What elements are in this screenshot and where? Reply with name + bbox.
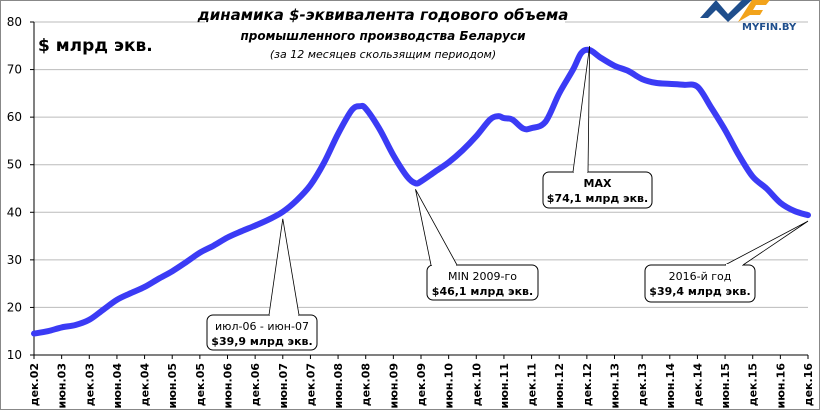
callout-line1: июл-06 - июн-07	[215, 320, 309, 333]
x-tick-label: дек.04	[139, 363, 152, 407]
callout: MAX $74,1 млрд экв.	[542, 46, 653, 209]
x-tick-label: дек.06	[249, 363, 262, 407]
x-tick-label: дек.13	[636, 363, 649, 406]
logo-text: MYFIN.BY	[742, 22, 797, 33]
y-tick-label: 20	[7, 300, 22, 314]
callout-line2: $46,1 млрд экв.	[432, 285, 533, 298]
y-tick-label: 70	[7, 63, 22, 77]
callout: MIN 2009-го $46,1 млрд экв.	[415, 189, 539, 301]
callout: июл-06 - июн-07 $39,9 млрд экв.	[206, 218, 318, 351]
x-tick-label: дек.09	[415, 363, 428, 406]
y-tick-label: 50	[7, 158, 22, 172]
x-tick-label: июн.09	[387, 363, 400, 409]
x-tick-label: дек.14	[691, 363, 704, 407]
y-tick-label: 80	[7, 15, 22, 29]
y-tick-label: 30	[7, 253, 22, 267]
title-bg	[205, 4, 565, 68]
x-tick-label: дек.08	[360, 363, 373, 406]
callout-pointer	[415, 189, 458, 266]
y-tick-label: 40	[7, 205, 22, 219]
chart-subtitle: промышленного производства Беларуси	[240, 29, 526, 43]
callout-pointer	[724, 220, 809, 266]
callout-line2: $39,4 млрд экв.	[649, 285, 750, 298]
x-tick-label: июн.11	[498, 363, 511, 409]
y-tick-label: 10	[7, 348, 22, 362]
x-tick-label: июн.13	[609, 363, 622, 409]
callout-line1: MAX	[584, 177, 612, 190]
callout-pointer	[268, 218, 300, 316]
x-tick-label: июн.10	[443, 363, 456, 409]
callout-box	[206, 314, 318, 351]
y-tick-label: 60	[7, 110, 22, 124]
chart-subtitle2: (за 12 месяцев скользящим периодом)	[270, 48, 496, 61]
x-tick-label: июн.14	[664, 363, 677, 409]
x-tick-label: дек.16	[802, 363, 815, 407]
x-tick-label: июн.07	[277, 363, 290, 409]
x-tick-label: июн.12	[553, 363, 566, 409]
x-tick-label: июн.05	[166, 363, 179, 409]
x-tick-label: июн.16	[774, 363, 787, 409]
x-tick-label: дек.05	[194, 363, 207, 406]
callout-box	[426, 264, 539, 301]
x-tick-label: июн.08	[332, 363, 345, 409]
myfin-logo: MYFIN.BY	[700, 0, 797, 33]
callout-line2: $39,9 млрд экв.	[211, 335, 312, 348]
x-tick-label: дек.02	[28, 363, 41, 406]
x-tick-label: июн.04	[111, 363, 124, 409]
x-tick-label: дек.10	[470, 363, 483, 407]
chart-title: динамика $-эквивалента годового объема	[197, 6, 569, 24]
x-tick-label: июн.15	[719, 363, 732, 409]
callout-line2: $74,1 млрд экв.	[547, 192, 648, 205]
x-tick-label: июн.06	[222, 363, 235, 409]
x-tick-label: дек.15	[747, 363, 760, 406]
series-line	[31, 46, 811, 337]
callout-line1: 2016-й год	[669, 270, 732, 283]
callout-box	[644, 264, 756, 303]
x-tick-label: дек.12	[581, 363, 594, 406]
x-tick-label: дек.07	[304, 363, 317, 406]
callout-box	[542, 171, 653, 209]
x-tick-label: дек.11	[526, 363, 539, 406]
x-tick-label: дек.03	[83, 363, 96, 406]
callout: 2016-й год $39,4 млрд экв.	[644, 220, 809, 303]
callout-line1: MIN 2009-го	[448, 270, 517, 283]
callout-pointer	[572, 46, 591, 173]
y-axis-label: $ млрд экв.	[38, 36, 153, 56]
x-tick-label: июн.03	[56, 363, 69, 409]
